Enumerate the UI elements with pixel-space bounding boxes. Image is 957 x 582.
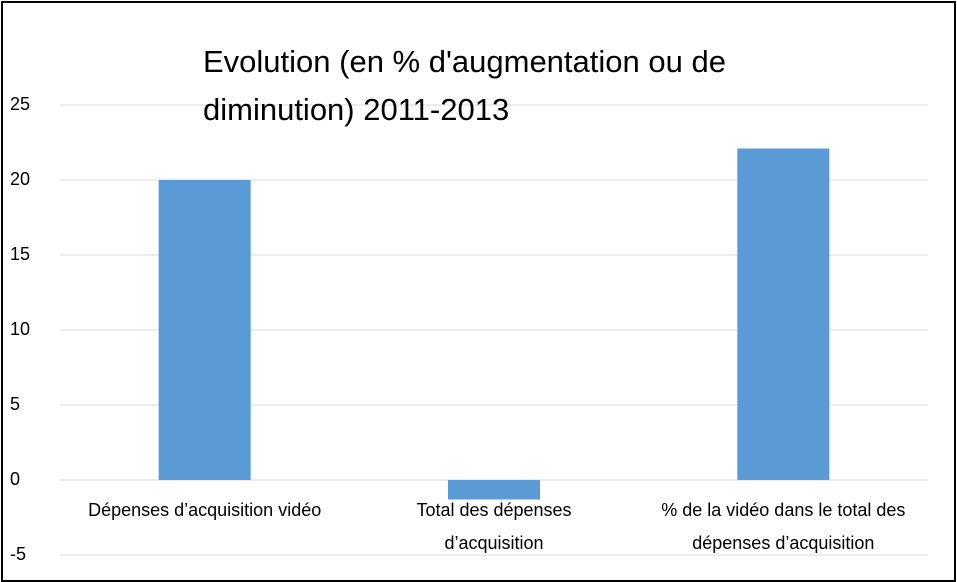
bar bbox=[737, 148, 830, 480]
y-tick-label: 15 bbox=[10, 244, 30, 264]
y-tick-label: 5 bbox=[10, 394, 20, 414]
chart-title: Evolution (en % d'augmentation ou de dim… bbox=[203, 44, 726, 127]
bar bbox=[158, 180, 251, 480]
y-tick-label: 20 bbox=[10, 169, 30, 189]
y-tick-label: 10 bbox=[10, 319, 30, 339]
y-tick-label: 25 bbox=[10, 94, 30, 114]
x-tick-label: Total des dépenses d’acquisition bbox=[416, 500, 572, 553]
x-tick-label: Dépenses d’acquisition vidéo bbox=[88, 500, 322, 520]
bar bbox=[448, 480, 540, 500]
y-tick-label: 0 bbox=[10, 469, 20, 489]
x-tick-label: % de la vidéo dans le total des dépenses… bbox=[661, 500, 906, 553]
y-tick-label: -5 bbox=[10, 544, 26, 564]
